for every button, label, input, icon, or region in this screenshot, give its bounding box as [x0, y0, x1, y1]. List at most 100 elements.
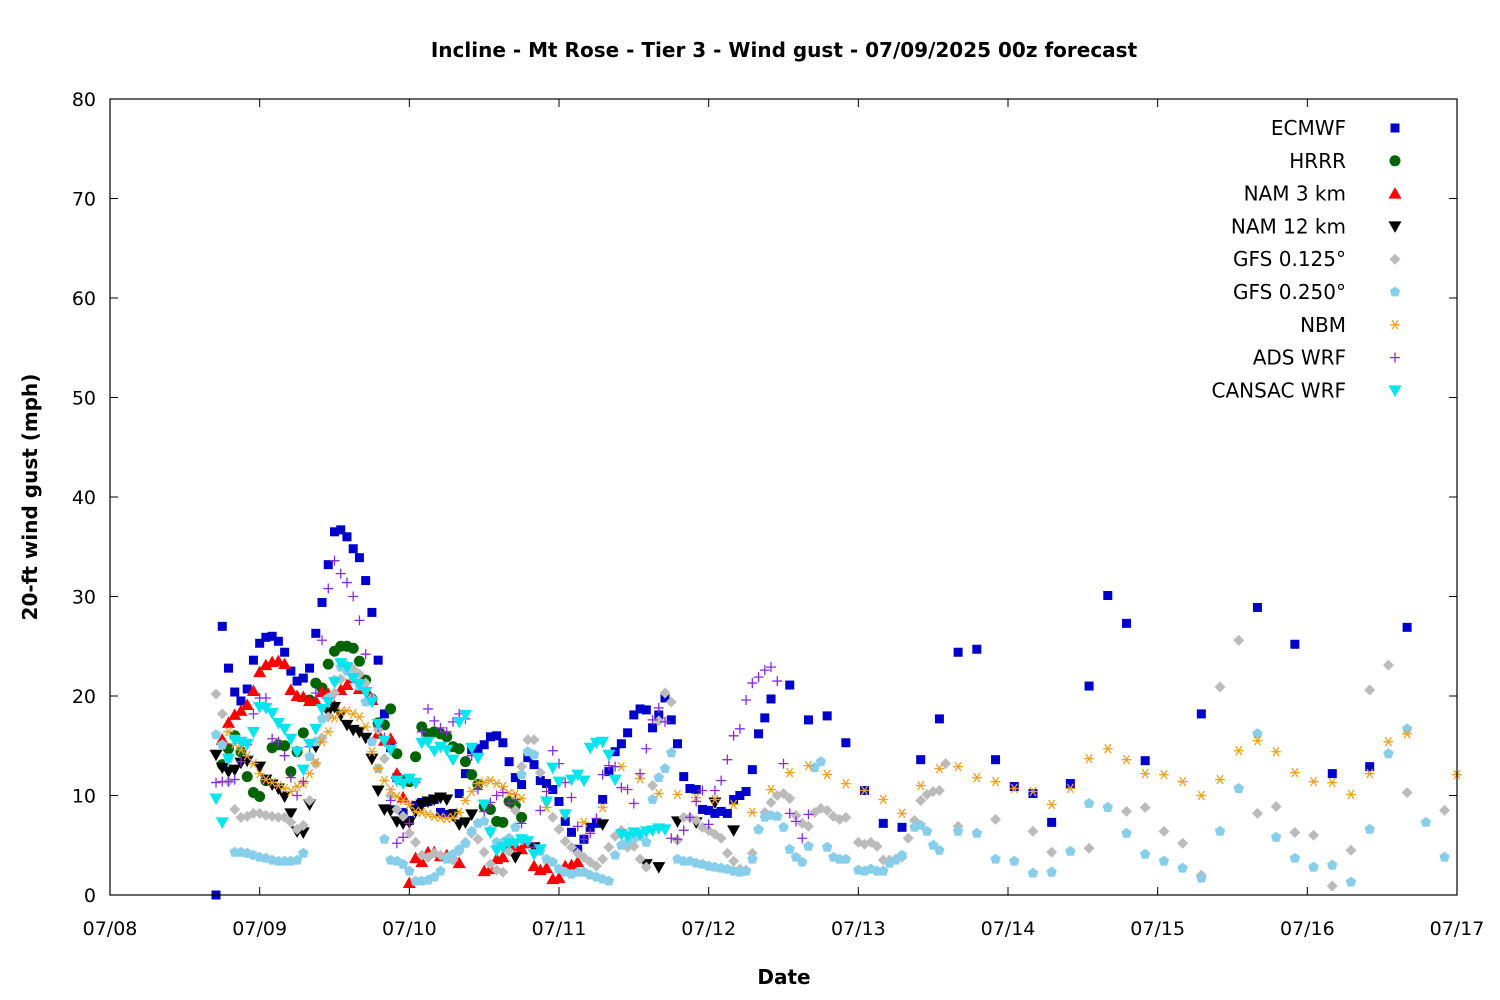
data-point [647, 714, 658, 725]
data-point [454, 807, 465, 818]
data-point [1102, 743, 1113, 754]
data-point [229, 774, 240, 785]
data-point [622, 784, 633, 795]
data-point [522, 734, 534, 746]
data-point [577, 775, 591, 788]
data-point [653, 788, 664, 799]
data-point [460, 795, 471, 806]
data-point [672, 834, 683, 845]
data-point [322, 658, 334, 670]
legend-label: NAM 3 km [1244, 182, 1346, 206]
data-point [416, 726, 427, 737]
data-point [409, 777, 423, 790]
data-point [578, 834, 589, 845]
x-tick-label: 07/15 [1130, 918, 1185, 940]
data-point [434, 741, 448, 754]
data-point [1290, 639, 1300, 649]
data-point [278, 791, 292, 803]
data-point [528, 749, 540, 760]
legend-label: CANSAC WRF [1211, 378, 1346, 402]
data-point [672, 739, 682, 749]
data-point [316, 713, 328, 724]
data-point [915, 819, 926, 830]
data-point [564, 858, 578, 871]
data-point [423, 809, 434, 820]
data-point [385, 784, 396, 795]
data-point [410, 751, 422, 763]
data-point [398, 832, 409, 843]
legend-label: NAM 12 km [1231, 214, 1346, 238]
data-point [523, 753, 533, 763]
data-point [436, 807, 446, 817]
data-point [915, 794, 927, 806]
data-point [1420, 816, 1432, 827]
data-point [608, 774, 622, 787]
data-point [290, 746, 304, 759]
data-point [515, 842, 529, 855]
data-point [379, 775, 390, 786]
data-point [840, 853, 852, 864]
data-point [1439, 851, 1450, 862]
data-point [340, 719, 354, 732]
data-point [766, 662, 777, 673]
data-point [352, 679, 366, 691]
data-point [722, 754, 733, 765]
data-point [571, 769, 585, 782]
plot-area [209, 525, 1462, 900]
y-axis-label: 20-ft wind gust (mph) [18, 374, 42, 621]
data-point [516, 811, 528, 823]
data-point [972, 644, 982, 654]
data-point [1140, 756, 1150, 766]
data-point [797, 856, 808, 867]
data-point [1383, 748, 1394, 759]
axis-ticks: 0 10 20 30 40 50 60 70 80 07/08 07/09 07/10 07/11 07/… [72, 89, 1485, 940]
data-point [990, 813, 1002, 825]
data-point [1177, 776, 1188, 787]
data-point [228, 764, 242, 777]
data-point [321, 696, 335, 709]
data-point [1233, 634, 1245, 646]
data-point [484, 803, 496, 815]
data-point [497, 781, 508, 792]
data-point [285, 786, 296, 797]
data-point [760, 713, 770, 723]
data-point [641, 836, 652, 847]
data-point [409, 851, 423, 864]
data-point [509, 804, 521, 816]
data-point [878, 865, 889, 876]
data-point [678, 811, 690, 823]
data-point [659, 763, 671, 774]
data-point [534, 767, 546, 779]
legend-marker [1388, 385, 1402, 397]
data-point [241, 771, 253, 783]
y-tick-label: 40 [72, 487, 96, 509]
data-point [597, 769, 608, 780]
data-point [479, 777, 490, 788]
data-point [1270, 831, 1282, 842]
data-point [229, 803, 241, 815]
data-point [629, 710, 639, 720]
data-point [1439, 804, 1451, 816]
data-point [1027, 867, 1039, 878]
data-point [1364, 768, 1375, 779]
data-point [721, 847, 733, 859]
legend-item-gfs-0-250: GFS 0.250° [1233, 280, 1401, 304]
data-point [415, 855, 429, 868]
data-point [821, 804, 833, 816]
data-point [666, 833, 677, 844]
data-point [784, 843, 795, 854]
data-point [510, 773, 520, 783]
data-point [640, 861, 652, 873]
data-point [691, 785, 701, 795]
data-point [310, 757, 321, 768]
data-point [915, 780, 926, 791]
legend-item-cansac-wrf: CANSAC WRF [1211, 378, 1402, 402]
legend-item-gfs-0-125: GFS 0.125° [1233, 247, 1401, 271]
data-point [1140, 768, 1151, 779]
data-point [247, 807, 259, 819]
data-point [253, 761, 267, 774]
data-point [240, 738, 254, 751]
data-point [516, 769, 527, 780]
data-point [248, 758, 259, 769]
